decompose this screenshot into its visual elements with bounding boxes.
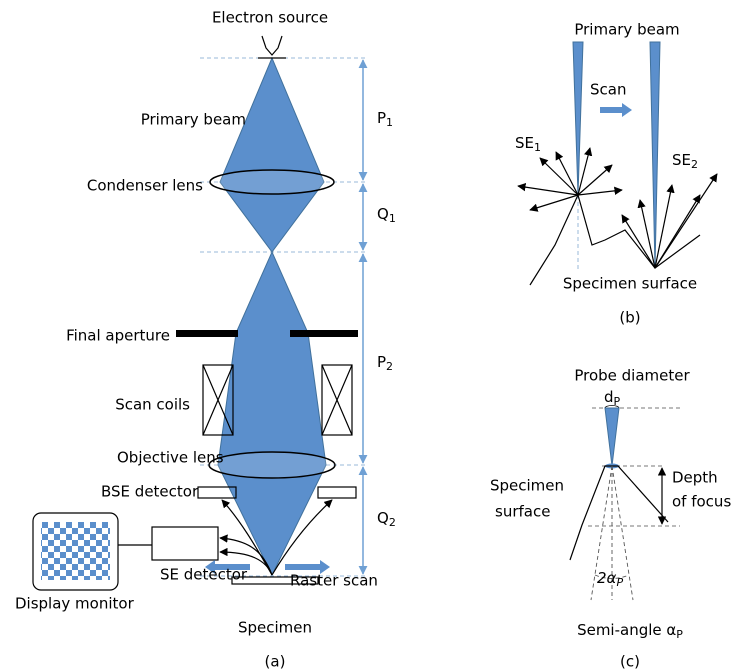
label: Objective lens [117,449,224,467]
label-subscript: 1 [534,141,541,154]
label-text: d [604,388,614,406]
panel-c: Probe diameter dP Depth of focus Specime… [490,367,731,671]
label: dP [604,388,621,409]
label-subscript: P [676,628,683,641]
label: SE1 [515,134,541,155]
condenser-lens [210,170,334,194]
objective-lens [209,452,335,478]
caption: (c) [620,653,640,671]
caption: (a) [265,653,286,671]
label-text: SE [515,134,534,152]
label-subscript: P [614,395,621,408]
label: Final aperture [66,327,170,345]
label-subscript: P [616,576,623,589]
surface [570,466,668,560]
label: Scan [590,81,626,99]
label: surface [495,503,550,521]
se-detector [152,527,218,560]
label: Raster scan [290,572,378,590]
label-subscript: 1 [386,116,393,129]
label: of focus [672,493,731,511]
label-text: 2α [597,569,617,587]
label-text: SE [672,151,691,169]
surface [530,195,700,285]
label: Display monitor [15,595,135,613]
label: Semi-angle αP [577,621,683,642]
label: SE detector [160,566,248,584]
label: P1 [377,109,393,130]
label: Scan coils [115,396,190,414]
label: Primary beam [141,111,246,129]
label-text: P [377,109,386,127]
caption: (b) [619,309,640,327]
electron-source-icon [258,36,286,58]
label-subscript: 2 [691,158,698,171]
label: Q1 [377,205,396,226]
scan-arrow [600,103,632,117]
label: Specimen [490,477,564,495]
label-text: P [377,353,386,371]
label: Specimen [238,619,312,637]
probe-cone [605,408,619,466]
monitor-screen [41,522,110,580]
label-subscript: 2 [389,516,396,529]
label: 2αP [597,569,623,590]
label: Primary beam [574,21,679,39]
label-subscript: 1 [389,212,396,225]
beam [650,42,660,268]
label: Probe diameter [574,367,690,385]
label-text: Q [377,205,389,223]
aperture [290,330,358,337]
panel-a: Electron source Primary beam Condenser l… [15,9,396,671]
label: SE2 [672,151,698,172]
label: P2 [377,353,393,374]
beam [573,42,583,195]
label: BSE detector [101,483,199,501]
panel-b: Primary beam Scan SE1 SE2 Specimen surfa… [515,21,717,327]
label-subscript: 2 [386,360,393,373]
figure: Electron source Primary beam Condenser l… [0,0,741,672]
label: Electron source [212,9,328,27]
label: Specimen surface [563,275,697,293]
aperture [176,330,238,337]
label: Depth [672,469,718,487]
label-text: Semi-angle α [577,621,676,639]
label: Q2 [377,509,396,530]
label-text: Q [377,509,389,527]
bse-detector [318,487,356,498]
label: Condenser lens [87,177,203,195]
